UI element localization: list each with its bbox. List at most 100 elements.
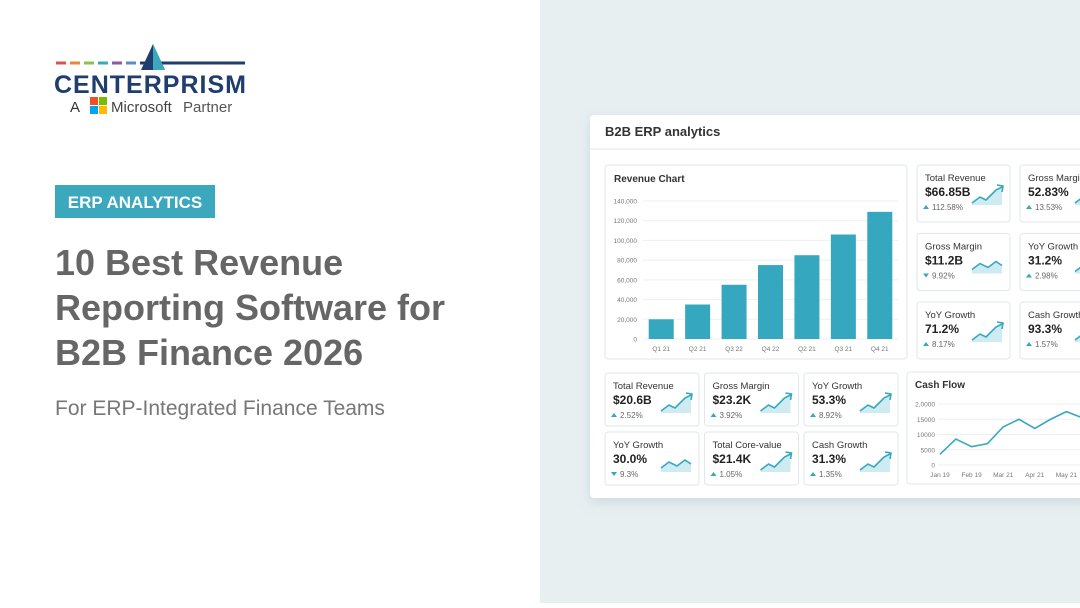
sparkline: [859, 453, 891, 471]
metric-value: 31.2%: [1028, 254, 1062, 268]
metric-change: 1.35%: [819, 470, 842, 479]
bar: [721, 284, 747, 339]
trend-icon: [710, 472, 717, 476]
metric-label: Gross Margin: [1028, 173, 1080, 184]
sparkline: [971, 186, 1003, 204]
metric-change: 112.58%: [932, 203, 963, 212]
x-tick-label: Q2 21: [798, 346, 816, 353]
sparkline-arrow: [884, 451, 892, 460]
badge: ERP ANALYTICS: [68, 193, 202, 212]
sparkline: [660, 459, 692, 469]
metric-value: $23.2K: [713, 393, 752, 407]
y-tick-label: 0: [931, 463, 935, 470]
sparkline-arrow: [996, 184, 1004, 193]
sparkline: [760, 453, 791, 471]
trend-icon: [611, 472, 617, 476]
bar: [830, 234, 856, 339]
y-tick-label: 10000: [917, 432, 935, 439]
metric-label: YoY Growth: [613, 440, 663, 451]
metric-change: 13.53%: [1035, 203, 1062, 212]
trend-icon: [1026, 205, 1032, 209]
dashboard-title: B2B ERP analytics: [605, 124, 720, 139]
x-tick-label: Feb 19: [961, 472, 982, 479]
x-tick-label: Q3 21: [834, 346, 852, 353]
headline-line: B2B Finance 2026: [55, 332, 363, 373]
sparkline: [760, 394, 791, 412]
bar: [758, 265, 783, 339]
sparkline-arrow: [996, 321, 1004, 330]
x-tick-label: Q4 22: [762, 346, 780, 353]
metric-label: Cash Growth: [812, 440, 867, 451]
metric-value: $66.85B: [925, 185, 971, 199]
bar: [685, 304, 711, 339]
card: [906, 371, 1080, 485]
metric-label: Gross Margin: [713, 381, 770, 392]
y-tick-label: 20,000: [617, 317, 637, 324]
bar: [794, 255, 820, 339]
metric-change: 9.92%: [932, 272, 955, 281]
x-tick-label: Mar 21: [993, 472, 1014, 479]
metric-change: 8.17%: [932, 340, 955, 349]
trend-icon: [810, 413, 816, 417]
trend-icon: [923, 205, 929, 209]
trend-icon: [923, 342, 929, 346]
y-tick-label: 60,000: [617, 277, 637, 284]
logo-prefix: A: [70, 99, 80, 116]
partner-label: Partner: [183, 99, 232, 116]
metric-label: Total Revenue: [613, 381, 674, 392]
metric-label: YoY Growth: [812, 381, 862, 392]
sparkline-arrow: [884, 392, 892, 401]
cash-flow-line: [939, 410, 1080, 455]
partner-company: Microsoft: [111, 99, 173, 116]
trend-icon: [1026, 273, 1032, 278]
brand: CENTERPRISM: [54, 71, 247, 99]
y-tick-label: 15000: [917, 417, 935, 424]
y-tick-label: 120,000: [614, 218, 638, 225]
y-tick-label: 40,000: [617, 297, 637, 304]
metric-change: 9.3%: [620, 470, 638, 479]
metric-change: 2.52%: [620, 411, 643, 420]
y-tick-label: 0: [633, 337, 637, 344]
metric-label: Gross Margin: [925, 242, 982, 253]
metric-change: 1.05%: [720, 470, 743, 479]
metric-value: 30.0%: [613, 452, 647, 466]
y-tick-label: 100,000: [614, 238, 638, 245]
metric-label: Total Revenue: [925, 173, 986, 184]
card: [916, 301, 1011, 360]
metric-label: Total Core-value: [713, 440, 782, 451]
sparkline: [859, 394, 891, 412]
metric-value: 93.3%: [1028, 322, 1062, 336]
sparkline-arrow: [685, 392, 693, 401]
card: [1019, 301, 1080, 360]
badge-bg: [55, 185, 215, 218]
metric-value: 53.3%: [812, 393, 846, 407]
dashboard: B2B ERP analytics Total Revenue$66.85B11…: [590, 115, 1080, 498]
subtitle: For ERP-Integrated Finance Teams: [55, 397, 385, 420]
sparkline: [660, 394, 692, 412]
x-tick-label: May 21: [1056, 472, 1078, 479]
card: [1019, 164, 1080, 223]
metric-value: $21.4K: [713, 452, 752, 466]
metric-value: 52.83%: [1028, 185, 1069, 199]
trend-icon: [923, 273, 929, 278]
headline-line: Reporting Software for: [55, 287, 445, 328]
chart-title: Revenue Chart: [614, 174, 685, 185]
metric-value: 71.2%: [925, 322, 959, 336]
x-tick-label: Q1 21: [652, 346, 670, 353]
card: [916, 164, 1011, 223]
metric-label: Cash Growth: [1028, 310, 1080, 321]
trend-icon: [611, 413, 617, 417]
metric-value: $11.2B: [925, 254, 963, 268]
logo-mark: [56, 44, 245, 114]
x-tick-label: Q3 22: [725, 346, 743, 353]
y-tick-label: 2,0000: [915, 402, 935, 409]
bar: [648, 319, 674, 339]
sparkline: [971, 260, 1003, 271]
metric-label: YoY Growth: [925, 310, 975, 321]
sparkline-arrow: [785, 451, 793, 460]
metric-change: 1.57%: [1035, 340, 1058, 349]
metric-label: YoY Growth: [1028, 242, 1078, 253]
card: [916, 233, 1011, 291]
trend-icon: [810, 472, 816, 476]
